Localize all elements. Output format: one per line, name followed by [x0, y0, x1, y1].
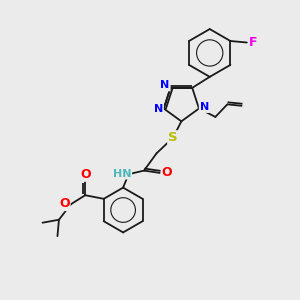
Text: O: O — [162, 167, 172, 179]
Text: N: N — [200, 102, 209, 112]
Text: N: N — [160, 80, 170, 91]
Text: O: O — [59, 197, 70, 210]
Text: F: F — [249, 36, 258, 49]
Text: S: S — [168, 131, 178, 144]
Text: N: N — [154, 103, 163, 113]
Text: HN: HN — [113, 169, 131, 178]
Text: O: O — [80, 168, 91, 181]
